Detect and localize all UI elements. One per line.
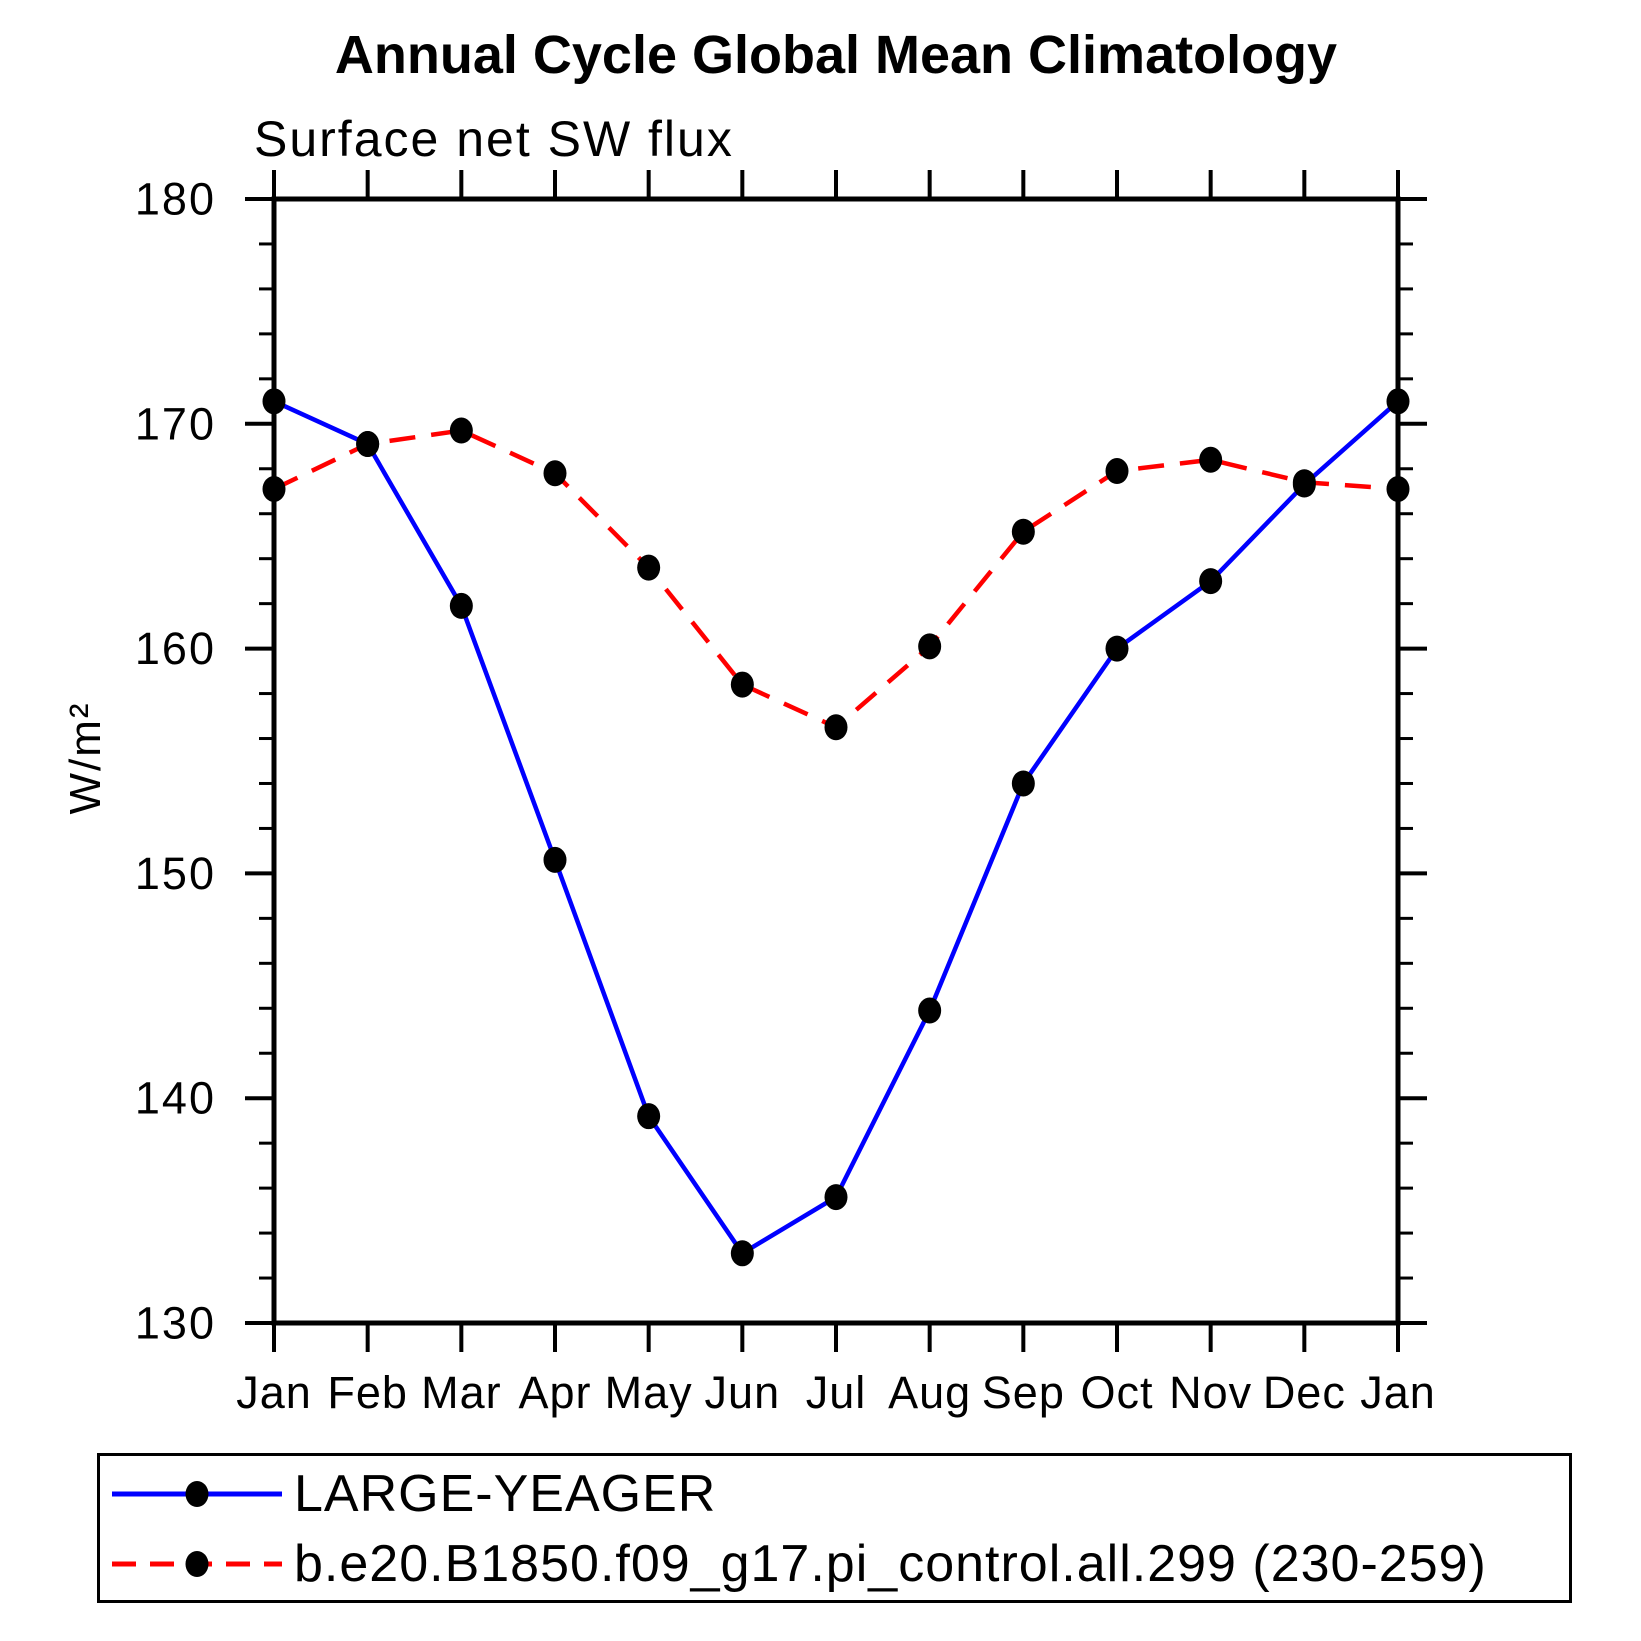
data-point-marker	[637, 1103, 661, 1130]
data-point-marker	[1292, 469, 1316, 496]
legend-marker-dot	[185, 1551, 209, 1577]
y-tick-labels: 130 140 150 160 170 180	[135, 174, 216, 1349]
data-point-marker	[824, 714, 848, 741]
series-line-0	[273, 399, 1400, 1257]
legend-box: LARGE-YEAGER b.e20.B1850.f09_g17.pi_cont…	[97, 1453, 1572, 1603]
legend-swatch-dashed-line	[112, 1551, 282, 1577]
data-point-marker	[449, 592, 473, 619]
x-tick-labels: Jan Feb Mar Apr May Jun Jul Aug Sep Oct Nov Dec Jan	[236, 1367, 1436, 1418]
x-tick-label: May	[605, 1367, 693, 1418]
x-tick-label: Jul	[806, 1367, 867, 1418]
y-tick-label: 160	[135, 623, 216, 674]
chart-title: Annual Cycle Global Mean Climatology	[334, 25, 1338, 85]
x-tick-label: Mar	[421, 1367, 502, 1418]
legend-label-series-2: b.e20.B1850.f09_g17.pi_control.all.299 (…	[294, 1535, 1487, 1593]
data-point-marker	[637, 554, 661, 581]
data-point-marker	[1011, 770, 1035, 797]
x-tick-label: Sep	[982, 1367, 1065, 1418]
data-point-marker	[262, 388, 286, 415]
plot-frame	[271, 196, 1401, 1326]
data-point-marker	[1199, 568, 1223, 595]
data-point-marker	[262, 475, 286, 502]
y-tick-label: 130	[135, 1298, 216, 1349]
legend-item-pi-control: b.e20.B1850.f09_g17.pi_control.all.299 (…	[108, 1535, 1487, 1593]
x-tick-label: Nov	[1169, 1367, 1252, 1418]
data-point-marker	[730, 1240, 754, 1267]
x-tick-label: Dec	[1263, 1367, 1346, 1418]
y-tick-label: 150	[135, 848, 216, 899]
data-point-marker	[918, 633, 942, 660]
chart-subtitle: Surface net SW flux	[254, 111, 734, 167]
x-tick-label: Jan	[236, 1367, 312, 1418]
series-markers-1	[262, 417, 1410, 741]
data-point-marker	[543, 460, 567, 487]
legend-item-large-yeager: LARGE-YEAGER	[108, 1465, 717, 1523]
data-point-marker	[1386, 475, 1410, 502]
data-point-marker	[1199, 446, 1223, 473]
series-markers-0	[262, 388, 1410, 1267]
x-tick-label: Jan	[1360, 1367, 1436, 1418]
data-point-marker	[1105, 458, 1129, 485]
y-tick-label: 140	[135, 1073, 216, 1124]
data-point-marker	[918, 997, 942, 1024]
series-line-1	[273, 428, 1399, 730]
x-ticks	[272, 170, 1400, 1352]
x-tick-label: Jun	[705, 1367, 781, 1418]
y-tick-label: 170	[135, 398, 216, 449]
x-tick-label: Feb	[327, 1367, 408, 1418]
x-tick-label: Apr	[518, 1367, 591, 1418]
data-point-marker	[730, 671, 754, 698]
data-point-marker	[824, 1184, 848, 1211]
data-point-marker	[449, 417, 473, 444]
data-point-marker	[1386, 388, 1410, 415]
data-point-marker	[1011, 518, 1035, 545]
x-tick-label: Oct	[1080, 1367, 1153, 1418]
y-minor-ticks	[259, 242, 1413, 1280]
y-major-ticks	[245, 197, 1427, 1325]
legend-marker-dot	[185, 1481, 209, 1507]
data-point-marker	[543, 846, 567, 873]
legend-label-series-1: LARGE-YEAGER	[294, 1465, 717, 1523]
legend-swatch-solid-line	[112, 1481, 282, 1507]
x-tick-label: Aug	[888, 1367, 971, 1418]
data-point-marker	[1105, 635, 1129, 662]
data-point-marker	[356, 431, 380, 458]
y-tick-label: 180	[135, 174, 216, 225]
